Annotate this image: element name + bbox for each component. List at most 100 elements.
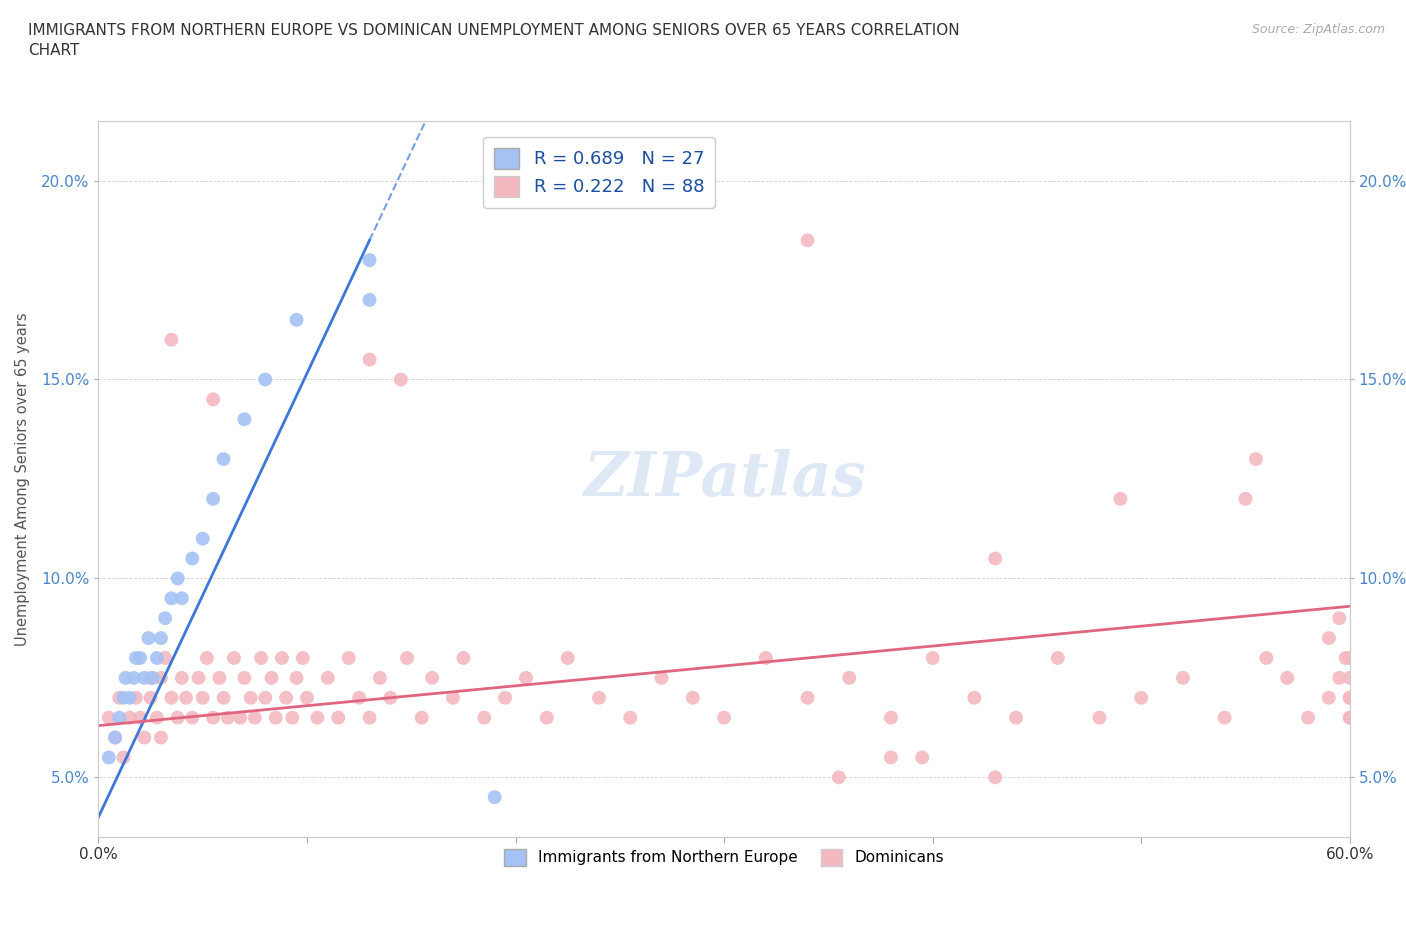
Point bbox=[484, 790, 506, 804]
Point bbox=[1046, 651, 1069, 666]
Point bbox=[264, 711, 287, 725]
Point bbox=[260, 671, 283, 685]
Point bbox=[160, 591, 183, 605]
Point bbox=[134, 730, 156, 745]
Point bbox=[229, 711, 252, 725]
Point bbox=[441, 690, 464, 705]
Point bbox=[588, 690, 610, 705]
Point bbox=[368, 671, 391, 685]
Point bbox=[271, 651, 294, 666]
Point bbox=[138, 631, 160, 645]
Point bbox=[112, 750, 135, 764]
Point bbox=[170, 671, 193, 685]
Point bbox=[1339, 690, 1361, 705]
Point bbox=[153, 651, 176, 666]
Point bbox=[285, 671, 308, 685]
Point bbox=[202, 392, 225, 406]
Point bbox=[112, 690, 135, 705]
Point bbox=[239, 690, 262, 705]
Point bbox=[1277, 671, 1299, 685]
Point bbox=[250, 651, 273, 666]
Point bbox=[295, 690, 318, 705]
Point bbox=[880, 711, 903, 725]
Point bbox=[125, 690, 148, 705]
Point bbox=[166, 571, 188, 586]
Point bbox=[1244, 452, 1267, 467]
Point bbox=[139, 690, 162, 705]
Point bbox=[1329, 611, 1351, 626]
Point bbox=[191, 690, 214, 705]
Point bbox=[129, 651, 152, 666]
Point bbox=[291, 651, 314, 666]
Point bbox=[254, 372, 277, 387]
Point bbox=[1317, 631, 1340, 645]
Point bbox=[97, 750, 120, 764]
Point bbox=[1088, 711, 1111, 725]
Point bbox=[682, 690, 704, 705]
Point bbox=[122, 671, 145, 685]
Point bbox=[274, 690, 298, 705]
Point bbox=[1171, 671, 1194, 685]
Point bbox=[142, 671, 165, 685]
Point bbox=[118, 690, 141, 705]
Point bbox=[880, 750, 903, 764]
Point bbox=[328, 711, 350, 725]
Point bbox=[208, 671, 231, 685]
Point bbox=[389, 372, 412, 387]
Point bbox=[1130, 690, 1153, 705]
Point bbox=[174, 690, 197, 705]
Point bbox=[191, 531, 214, 546]
Point bbox=[838, 671, 860, 685]
Point bbox=[243, 711, 266, 725]
Point bbox=[212, 452, 235, 467]
Point bbox=[150, 631, 173, 645]
Point bbox=[359, 253, 381, 268]
Point bbox=[984, 551, 1007, 566]
Point bbox=[160, 690, 183, 705]
Point bbox=[536, 711, 558, 725]
Point bbox=[619, 711, 641, 725]
Point bbox=[104, 730, 127, 745]
Point bbox=[166, 711, 188, 725]
Point bbox=[1334, 651, 1357, 666]
Point bbox=[1256, 651, 1278, 666]
Point bbox=[316, 671, 339, 685]
Point bbox=[472, 711, 495, 725]
Point bbox=[134, 671, 156, 685]
Point bbox=[984, 770, 1007, 785]
Point bbox=[187, 671, 209, 685]
Point bbox=[1339, 651, 1361, 666]
Point bbox=[195, 651, 218, 666]
Point bbox=[146, 651, 169, 666]
Point bbox=[828, 770, 851, 785]
Point bbox=[1234, 491, 1257, 506]
Point bbox=[150, 671, 173, 685]
Point bbox=[181, 711, 204, 725]
Point bbox=[796, 690, 818, 705]
Point bbox=[1109, 491, 1132, 506]
Point bbox=[212, 690, 235, 705]
Point bbox=[347, 690, 370, 705]
Point bbox=[118, 711, 141, 725]
Point bbox=[359, 711, 381, 725]
Point bbox=[254, 690, 277, 705]
Point bbox=[411, 711, 433, 725]
Point bbox=[755, 651, 778, 666]
Point bbox=[420, 671, 443, 685]
Point bbox=[1339, 690, 1361, 705]
Point bbox=[359, 352, 381, 367]
Point bbox=[108, 690, 131, 705]
Point bbox=[160, 332, 183, 347]
Point bbox=[796, 232, 818, 247]
Text: IMMIGRANTS FROM NORTHERN EUROPE VS DOMINICAN UNEMPLOYMENT AMONG SENIORS OVER 65 : IMMIGRANTS FROM NORTHERN EUROPE VS DOMIN… bbox=[28, 23, 960, 58]
Point bbox=[281, 711, 304, 725]
Point bbox=[285, 312, 308, 327]
Point bbox=[222, 651, 245, 666]
Point bbox=[104, 730, 127, 745]
Point bbox=[911, 750, 934, 764]
Point bbox=[1339, 671, 1361, 685]
Point bbox=[963, 690, 986, 705]
Point bbox=[108, 711, 131, 725]
Point bbox=[181, 551, 204, 566]
Text: Source: ZipAtlas.com: Source: ZipAtlas.com bbox=[1251, 23, 1385, 36]
